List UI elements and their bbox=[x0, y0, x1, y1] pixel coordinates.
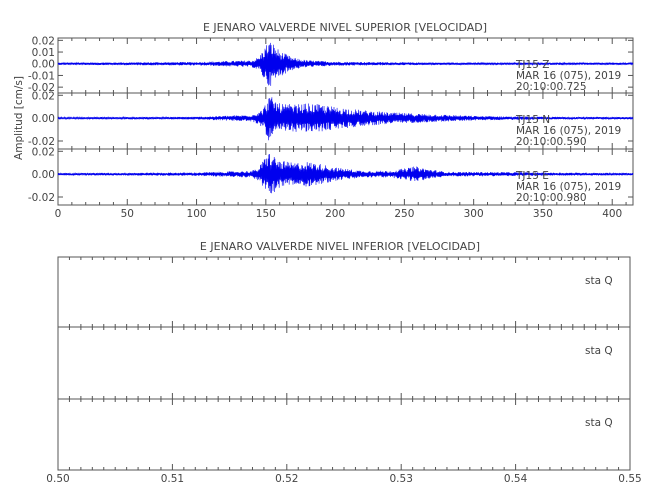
bottom-panel-3: sta Q bbox=[57, 398, 631, 471]
x-tick-label: 0.51 bbox=[161, 473, 184, 485]
x-tick-label: 250 bbox=[394, 208, 414, 220]
top-panel-frame bbox=[57, 148, 634, 206]
top-chart-title: E JENARO VALVERDE NIVEL SUPERIOR [VELOCI… bbox=[203, 21, 487, 34]
x-tick-label: 0.53 bbox=[390, 473, 413, 485]
y-tick-label: 0.02 bbox=[32, 146, 55, 158]
x-tick-label: 200 bbox=[325, 208, 345, 220]
y-tick-label: -0.02 bbox=[28, 192, 55, 204]
bottom-panel-2: sta Q bbox=[57, 326, 631, 400]
x-tick-label: 100 bbox=[187, 208, 207, 220]
y-tick-label: 0.00 bbox=[32, 113, 55, 125]
bottom-panel-frame bbox=[57, 398, 631, 471]
y-tick-label: 0.02 bbox=[32, 35, 55, 47]
top-chart-ylabel: Amplitud [cm/s] bbox=[13, 76, 25, 160]
y-tick-label: -0.02 bbox=[28, 82, 55, 94]
station-annotation: sta Q bbox=[585, 275, 613, 287]
station-annotation: MAR 16 (075), 2019 bbox=[516, 125, 621, 137]
bottom-chart: sta Q sta Q sta Q 0.50 0.51 0.52 0.53 0.54 0.55 bbox=[46, 256, 642, 485]
x-tick-label: 0.50 bbox=[46, 473, 69, 485]
station-annotation: TJ15 N bbox=[515, 114, 550, 126]
station-annotation: TJ15 Z bbox=[515, 59, 549, 71]
station-annotation: sta Q bbox=[585, 417, 613, 429]
y-tick-label: 0.00 bbox=[32, 59, 55, 71]
x-tick-label: 150 bbox=[256, 208, 276, 220]
bottom-chart-title: E JENARO VALVERDE NIVEL INFERIOR [VELOCI… bbox=[200, 240, 480, 253]
x-tick-label: 0.54 bbox=[504, 473, 528, 485]
x-tick-label: 50 bbox=[121, 208, 134, 220]
station-annotation: TJ15 E bbox=[515, 170, 549, 182]
y-tick-label: 0.02 bbox=[32, 90, 55, 102]
x-tick-label: 0.55 bbox=[618, 473, 641, 485]
y-tick-label: -0.02 bbox=[28, 136, 55, 148]
x-tick-label: 300 bbox=[464, 208, 484, 220]
bottom-panel-1: sta Q bbox=[57, 256, 631, 328]
x-tick-label: 350 bbox=[533, 208, 553, 220]
station-annotation: MAR 16 (075), 2019 bbox=[516, 181, 621, 193]
y-tick-label: -0.01 bbox=[28, 70, 55, 82]
seismogram-trace bbox=[57, 42, 634, 86]
station-annotation: MAR 16 (075), 2019 bbox=[516, 70, 621, 82]
seismogram-trace bbox=[57, 97, 634, 141]
x-tick-label: 400 bbox=[602, 208, 622, 220]
station-annotation: 20:10:00.590 bbox=[516, 136, 587, 148]
x-tick-label: 0 bbox=[55, 208, 62, 220]
bottom-panel-frame bbox=[57, 326, 631, 400]
seismogram-trace bbox=[57, 154, 634, 194]
bottom-panel-frame bbox=[57, 256, 631, 328]
station-annotation: 20:10:00.980 bbox=[516, 192, 587, 204]
station-annotation: 20:10:00.725 bbox=[516, 81, 587, 93]
x-tick-label: 0.52 bbox=[275, 473, 298, 485]
y-tick-label: 0.00 bbox=[32, 169, 55, 181]
y-tick-label: 0.01 bbox=[32, 47, 55, 59]
station-annotation: sta Q bbox=[585, 345, 613, 357]
